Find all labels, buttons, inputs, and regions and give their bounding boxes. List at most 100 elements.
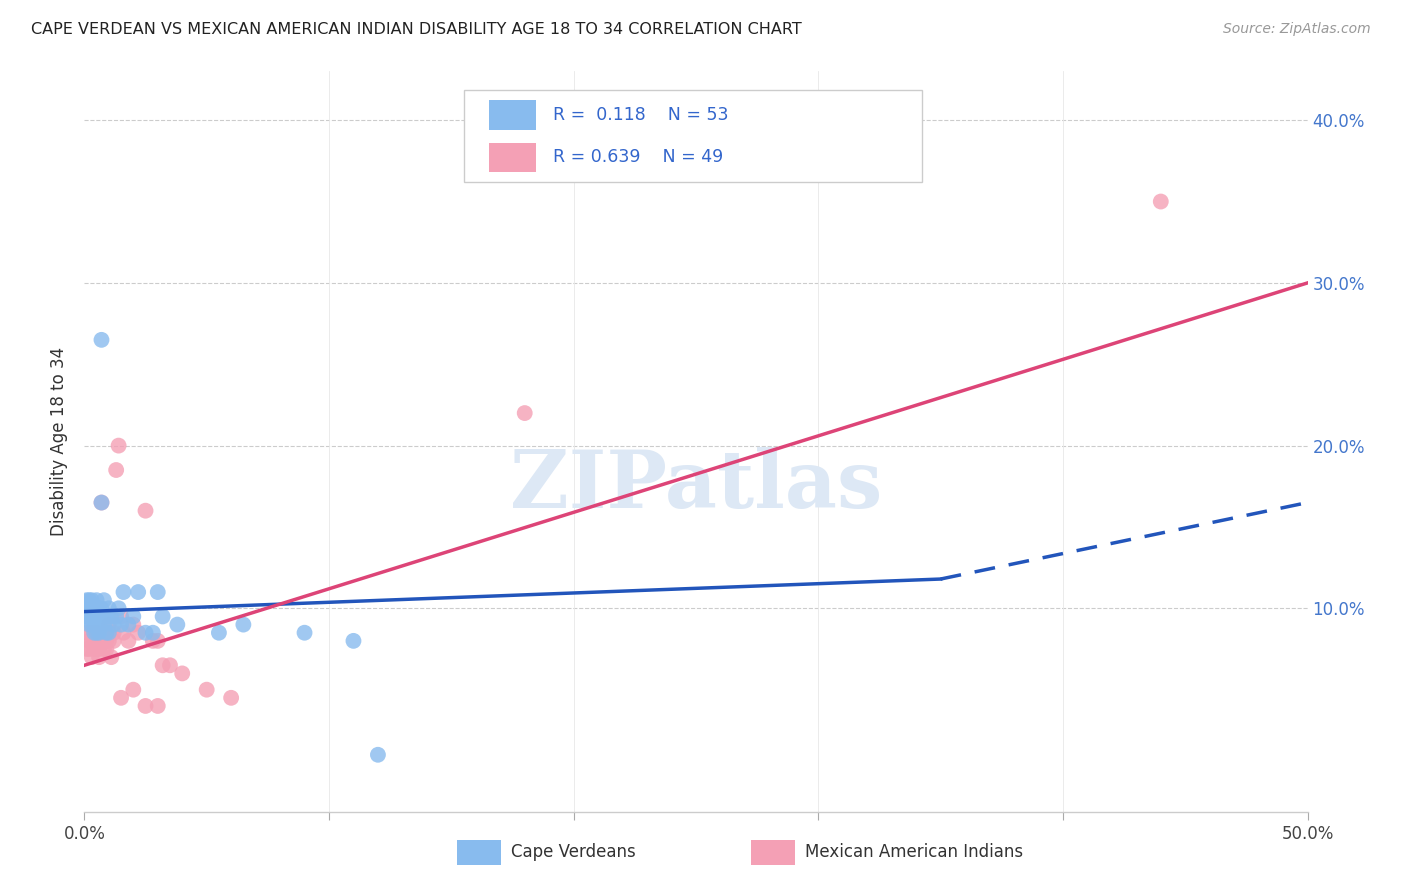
Text: Cape Verdeans: Cape Verdeans — [512, 844, 636, 862]
Point — [87, 650, 110, 665]
Point — [152, 609, 174, 624]
Point — [87, 617, 110, 632]
Point — [142, 633, 165, 648]
Point — [83, 617, 105, 632]
Point — [80, 633, 103, 648]
Point — [86, 617, 108, 632]
Point — [86, 609, 108, 624]
Point — [96, 633, 118, 648]
Point — [107, 601, 129, 615]
Point — [83, 609, 105, 624]
Point — [146, 585, 169, 599]
Point — [342, 633, 364, 648]
Point — [86, 601, 108, 615]
Point — [77, 642, 100, 657]
Point — [93, 642, 115, 657]
Point — [142, 625, 165, 640]
Point — [90, 495, 112, 509]
Point — [80, 609, 103, 624]
Point — [93, 593, 115, 607]
Point — [96, 642, 118, 657]
Point — [77, 617, 100, 632]
Point — [135, 698, 157, 713]
Point — [110, 617, 132, 632]
FancyBboxPatch shape — [464, 90, 922, 183]
Text: Source: ZipAtlas.com: Source: ZipAtlas.com — [1223, 22, 1371, 37]
Point — [87, 601, 110, 615]
Point — [80, 625, 103, 640]
Point — [87, 633, 110, 648]
Point — [208, 625, 231, 640]
Point — [86, 625, 108, 640]
Point — [367, 747, 389, 762]
Point — [152, 658, 174, 673]
FancyBboxPatch shape — [489, 100, 536, 129]
Point — [90, 495, 112, 509]
Point — [83, 642, 105, 657]
Text: R =  0.118    N = 53: R = 0.118 N = 53 — [553, 106, 728, 124]
Point — [87, 642, 110, 657]
Point — [97, 601, 120, 615]
Text: Mexican American Indians: Mexican American Indians — [804, 844, 1024, 862]
FancyBboxPatch shape — [457, 840, 502, 865]
Point — [80, 593, 103, 607]
FancyBboxPatch shape — [489, 143, 536, 172]
Point — [122, 609, 145, 624]
Point — [76, 625, 98, 640]
Point — [77, 633, 100, 648]
Point — [127, 625, 149, 640]
Point — [77, 609, 100, 624]
Point — [76, 642, 98, 657]
Point — [83, 633, 105, 648]
Point — [76, 609, 98, 624]
Point — [86, 642, 108, 657]
Point — [146, 698, 169, 713]
Point — [100, 650, 122, 665]
Point — [96, 625, 118, 640]
Point — [77, 593, 100, 607]
Point — [87, 625, 110, 640]
FancyBboxPatch shape — [751, 840, 794, 865]
Point — [83, 625, 105, 640]
Point — [1150, 194, 1173, 209]
Point — [117, 617, 139, 632]
Point — [97, 633, 120, 648]
Point — [100, 609, 122, 624]
Point — [117, 633, 139, 648]
Point — [80, 650, 103, 665]
Point — [232, 617, 254, 632]
Point — [513, 406, 536, 420]
Point — [93, 625, 115, 640]
Point — [105, 609, 128, 624]
Point — [127, 585, 149, 599]
Point — [135, 625, 157, 640]
Point — [107, 439, 129, 453]
Point — [103, 625, 125, 640]
Point — [77, 601, 100, 615]
Point — [105, 463, 128, 477]
Point — [96, 609, 118, 624]
Text: R = 0.639    N = 49: R = 0.639 N = 49 — [553, 148, 723, 167]
Point — [83, 625, 105, 640]
Point — [135, 504, 157, 518]
Point — [76, 593, 98, 607]
Y-axis label: Disability Age 18 to 34: Disability Age 18 to 34 — [51, 347, 69, 536]
Point — [122, 682, 145, 697]
Point — [294, 625, 316, 640]
Text: ZIPatlas: ZIPatlas — [510, 447, 882, 525]
Point — [172, 666, 194, 681]
Point — [122, 617, 145, 632]
Point — [87, 609, 110, 624]
Point — [93, 617, 115, 632]
Point — [146, 633, 169, 648]
Point — [195, 682, 218, 697]
Point — [159, 658, 181, 673]
Point — [112, 625, 135, 640]
Point — [97, 625, 120, 640]
Point — [90, 609, 112, 624]
Point — [97, 625, 120, 640]
Point — [83, 601, 105, 615]
Point — [90, 333, 112, 347]
Point — [97, 617, 120, 632]
Text: CAPE VERDEAN VS MEXICAN AMERICAN INDIAN DISABILITY AGE 18 TO 34 CORRELATION CHAR: CAPE VERDEAN VS MEXICAN AMERICAN INDIAN … — [31, 22, 801, 37]
